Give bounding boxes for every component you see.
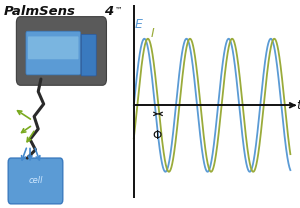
FancyBboxPatch shape: [16, 17, 106, 85]
Text: PalmSens: PalmSens: [4, 5, 76, 18]
Text: cell: cell: [28, 176, 43, 186]
Text: I: I: [151, 27, 154, 40]
FancyBboxPatch shape: [28, 36, 79, 59]
Text: E: E: [134, 18, 142, 31]
Text: 4: 4: [104, 5, 113, 18]
Text: Φ: Φ: [152, 129, 161, 141]
Text: ™: ™: [115, 6, 122, 15]
FancyBboxPatch shape: [26, 31, 80, 75]
FancyBboxPatch shape: [81, 34, 96, 76]
FancyBboxPatch shape: [8, 158, 63, 204]
Text: t: t: [296, 99, 300, 112]
